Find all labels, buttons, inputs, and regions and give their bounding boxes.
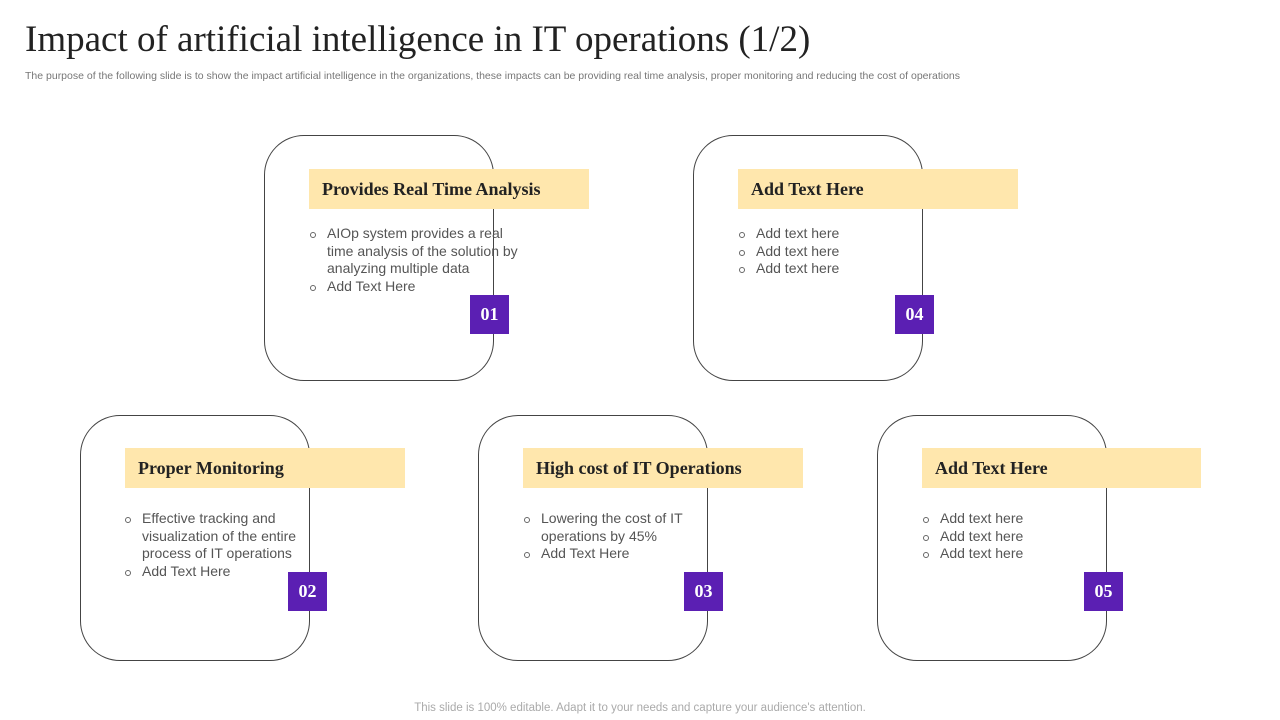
bullet-item: Add Text Here — [523, 545, 713, 563]
card-number-badge: 05 — [1084, 572, 1123, 611]
card-number-badge: 02 — [288, 572, 327, 611]
card-bullet-list: Add text here Add text here Add text her… — [738, 225, 948, 278]
bullet-item: Add text here — [922, 545, 1112, 563]
card-heading: High cost of IT Operations — [523, 448, 803, 488]
card-bullet-list: Lowering the cost of IT operations by 45… — [523, 510, 713, 563]
card-bullet-list: Effective tracking and visualization of … — [124, 510, 324, 580]
bullet-item: AIOp system provides a real time analysi… — [309, 225, 519, 278]
bullet-item: Add text here — [922, 510, 1112, 528]
slide-footer: This slide is 100% editable. Adapt it to… — [414, 702, 866, 714]
card-number-badge: 04 — [895, 295, 934, 334]
bullet-item: Add text here — [738, 225, 948, 243]
card-bullet-list: Add text here Add text here Add text her… — [922, 510, 1112, 563]
card-heading: Provides Real Time Analysis — [309, 169, 589, 209]
bullet-item: Lowering the cost of IT operations by 45… — [523, 510, 713, 545]
bullet-item: Add text here — [922, 528, 1112, 546]
card-bullet-list: AIOp system provides a real time analysi… — [309, 225, 519, 295]
bullet-item: Add text here — [738, 260, 948, 278]
slide-subtitle: The purpose of the following slide is to… — [25, 70, 961, 82]
card-heading: Add Text Here — [738, 169, 1018, 209]
bullet-item: Effective tracking and visualization of … — [124, 510, 324, 563]
slide-title: Impact of artificial intelligence in IT … — [25, 19, 811, 60]
card-heading: Proper Monitoring — [125, 448, 405, 488]
card-number-badge: 01 — [470, 295, 509, 334]
bullet-item: Add Text Here — [124, 563, 324, 581]
bullet-item: Add text here — [738, 243, 948, 261]
card-number-badge: 03 — [684, 572, 723, 611]
bullet-item: Add Text Here — [309, 278, 519, 296]
card-heading: Add Text Here — [922, 448, 1201, 488]
